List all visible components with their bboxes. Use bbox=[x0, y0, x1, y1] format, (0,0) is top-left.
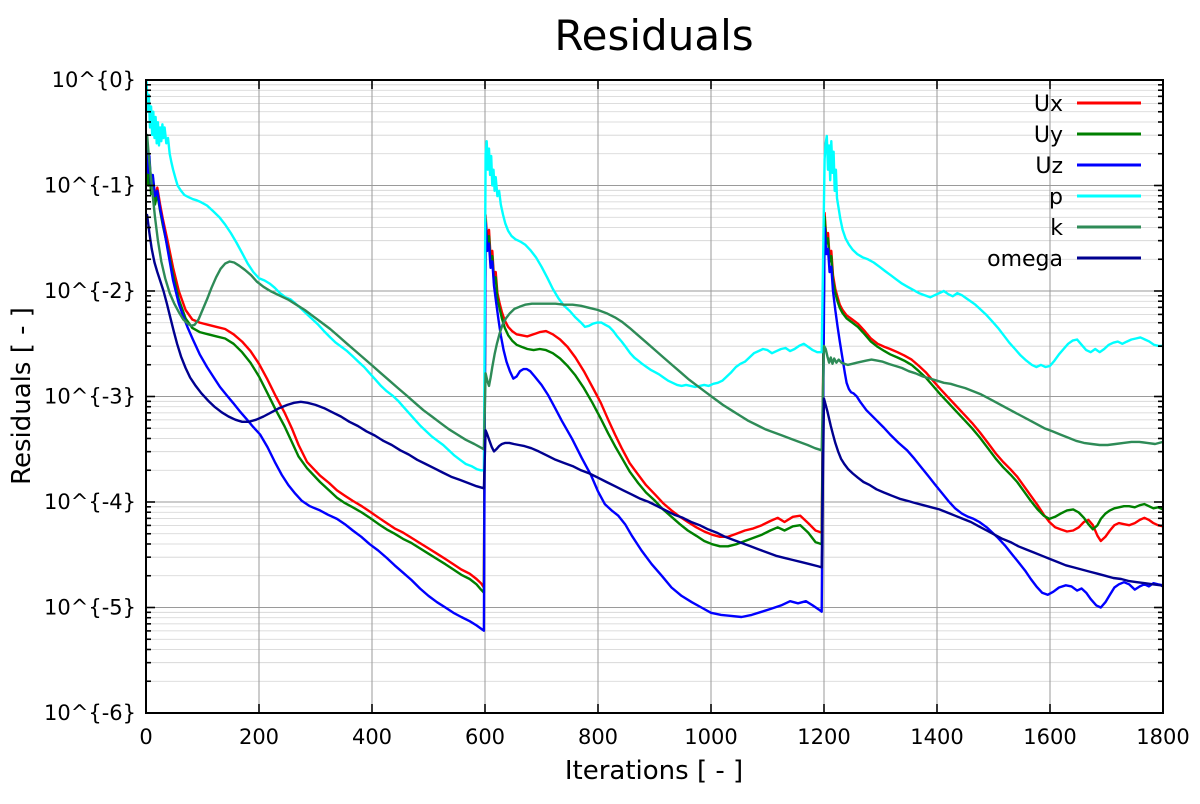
x-tick-label: 600 bbox=[465, 725, 505, 749]
x-tick-label: 800 bbox=[578, 725, 618, 749]
legend-entry-p: p bbox=[1049, 185, 1141, 210]
legend-label-omega: omega bbox=[987, 247, 1063, 272]
x-axis-label: Iterations [ - ] bbox=[565, 756, 743, 786]
y-tick-label: 10^{-6} bbox=[44, 701, 136, 725]
legend-label-Uy: Uy bbox=[1034, 123, 1063, 148]
x-tick-label: 1000 bbox=[684, 725, 737, 749]
legend-label-Ux: Ux bbox=[1034, 92, 1063, 117]
legend-entry-Uy: Uy bbox=[1034, 123, 1141, 148]
curve-lines bbox=[145, 80, 1164, 632]
x-tick-label: 1200 bbox=[797, 725, 850, 749]
legend-entry-k: k bbox=[1050, 216, 1141, 241]
x-tick-label: 1800 bbox=[1136, 725, 1189, 749]
legend-entry-omega: omega bbox=[987, 247, 1141, 272]
y-tick-label: 10^{-3} bbox=[44, 385, 136, 409]
y-tick-label: 10^{-5} bbox=[44, 596, 136, 620]
chart-title: Residuals bbox=[554, 11, 753, 60]
legend-label-p: p bbox=[1049, 185, 1063, 210]
legend-label-Uz: Uz bbox=[1035, 154, 1063, 179]
x-tick-label: 200 bbox=[239, 725, 279, 749]
y-tick-label: 10^{-2} bbox=[44, 279, 136, 303]
y-axis-label: Residuals [ - ] bbox=[7, 307, 37, 485]
x-tick-label: 1400 bbox=[910, 725, 963, 749]
legend-label-k: k bbox=[1050, 216, 1063, 241]
x-tick-label: 1600 bbox=[1023, 725, 1076, 749]
curve-k bbox=[145, 133, 1164, 452]
legend: Ux Uy Uz pk omega bbox=[987, 92, 1141, 272]
y-tick-label: 10^{-1} bbox=[44, 174, 136, 198]
curve-omega bbox=[145, 213, 1164, 588]
legend-entry-Uz: Uz bbox=[1035, 154, 1141, 179]
curve-Ux bbox=[145, 142, 1164, 589]
x-tick-label: 400 bbox=[352, 725, 392, 749]
legend-entry-Ux: Ux bbox=[1034, 92, 1141, 117]
x-tick-label: 0 bbox=[139, 725, 152, 749]
y-tick-label: 10^{-4} bbox=[44, 490, 136, 514]
curve-p bbox=[145, 80, 1164, 472]
curve-Uz bbox=[145, 136, 1164, 632]
plot-border bbox=[145, 79, 1164, 714]
y-tick-label: 10^{0} bbox=[52, 68, 136, 92]
axis-tick-labels: 10^{0} 10^{-1} 10^{-2} 10^{-3} 10^{-4} 10^{-5… bbox=[44, 68, 1190, 749]
